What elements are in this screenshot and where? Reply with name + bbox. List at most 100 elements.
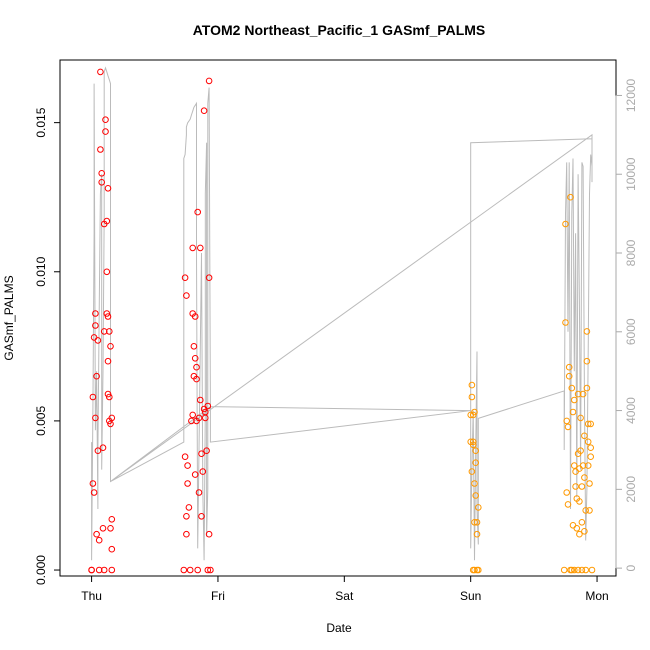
data-point xyxy=(93,372,100,380)
data-point xyxy=(195,489,203,496)
data-point xyxy=(183,530,190,538)
data-point xyxy=(583,384,591,392)
data-point xyxy=(191,313,199,320)
data-point xyxy=(584,420,592,428)
data-point xyxy=(564,423,572,431)
data-point xyxy=(193,363,200,371)
data-point xyxy=(586,507,593,514)
data-point xyxy=(204,402,212,410)
data-point xyxy=(583,328,591,335)
data-point xyxy=(563,417,571,425)
data-point xyxy=(565,363,573,371)
data-point xyxy=(587,444,595,452)
data-point xyxy=(203,447,210,455)
data-point xyxy=(207,566,214,574)
data-point xyxy=(198,513,205,520)
data-point xyxy=(99,525,107,532)
data-point xyxy=(468,381,476,389)
data-point xyxy=(102,128,109,135)
x-tick-label: Fri xyxy=(211,589,225,603)
data-point xyxy=(576,498,583,505)
data-point xyxy=(569,408,577,416)
data-point xyxy=(107,525,114,532)
y2-axis: 0 2000 4000 6000 8000 10000 12000 xyxy=(615,78,638,571)
y-axis-label: GASmf_PALMS xyxy=(2,275,16,360)
data-point xyxy=(581,474,588,481)
data-point xyxy=(471,566,478,574)
data-point xyxy=(581,528,588,535)
data-point xyxy=(104,313,112,320)
data-point xyxy=(471,519,478,526)
y-tick-label: 0.015 xyxy=(34,107,48,137)
x-tick-label: Sun xyxy=(460,589,481,603)
data-point xyxy=(568,566,576,574)
y-tick-label: 0.000 xyxy=(34,555,48,585)
data-point xyxy=(193,375,200,383)
data-point xyxy=(571,566,578,574)
data-point xyxy=(574,390,582,398)
y-tick-label: 0.005 xyxy=(34,406,48,436)
altitude-line xyxy=(91,66,593,561)
y2-tick-label: 6000 xyxy=(624,318,638,345)
data-point xyxy=(565,372,573,380)
data-point xyxy=(191,471,199,478)
data-point xyxy=(90,489,98,496)
data-point xyxy=(473,530,481,538)
data-point xyxy=(475,566,482,574)
data-point xyxy=(186,566,194,574)
data-point xyxy=(94,447,102,455)
y2-tick-label: 10000 xyxy=(624,157,638,191)
data-point xyxy=(181,274,189,282)
data-point xyxy=(104,185,112,192)
data-point xyxy=(98,179,105,186)
data-point xyxy=(568,384,576,392)
data-point xyxy=(562,220,569,228)
data-point xyxy=(560,566,568,574)
data-point xyxy=(469,438,477,446)
x-tick-label: Mon xyxy=(585,589,608,603)
data-point xyxy=(185,504,193,511)
data-point xyxy=(576,465,583,472)
data-point xyxy=(184,462,191,469)
data-point xyxy=(202,414,209,422)
data-point xyxy=(194,566,201,574)
y2-tick-label: 12000 xyxy=(624,78,638,112)
data-point xyxy=(571,396,578,404)
y2-tick-label: 2000 xyxy=(624,476,638,503)
data-point xyxy=(92,414,99,422)
data-point xyxy=(468,393,476,401)
data-point xyxy=(584,438,592,446)
data-point xyxy=(108,545,116,553)
data-point xyxy=(181,453,189,461)
data-point xyxy=(205,77,213,85)
data-point xyxy=(587,453,595,461)
data-point xyxy=(581,432,588,440)
data-point xyxy=(563,489,571,496)
data-point xyxy=(569,522,577,529)
data-point xyxy=(587,420,595,428)
data-point xyxy=(106,393,113,401)
data-point xyxy=(578,483,586,490)
data-point xyxy=(108,516,116,523)
data-point xyxy=(576,530,583,538)
data-point xyxy=(99,444,107,452)
data-point xyxy=(472,447,480,455)
data-point xyxy=(184,480,191,487)
data-point xyxy=(107,420,114,428)
data-point xyxy=(577,447,584,455)
data-point xyxy=(567,193,574,201)
data-point xyxy=(204,566,212,574)
data-point xyxy=(107,343,114,350)
data-point xyxy=(190,343,198,350)
data-point xyxy=(88,566,95,574)
data-point xyxy=(108,566,116,574)
data-point xyxy=(578,566,586,574)
data-point xyxy=(189,411,196,419)
data-point xyxy=(197,244,204,252)
data-point xyxy=(571,462,578,469)
data-point xyxy=(582,566,590,574)
y-axis: 0.000 0.005 0.010 0.015 xyxy=(34,107,61,585)
data-point xyxy=(183,292,190,299)
data-point xyxy=(94,337,102,344)
data-point xyxy=(92,322,99,329)
